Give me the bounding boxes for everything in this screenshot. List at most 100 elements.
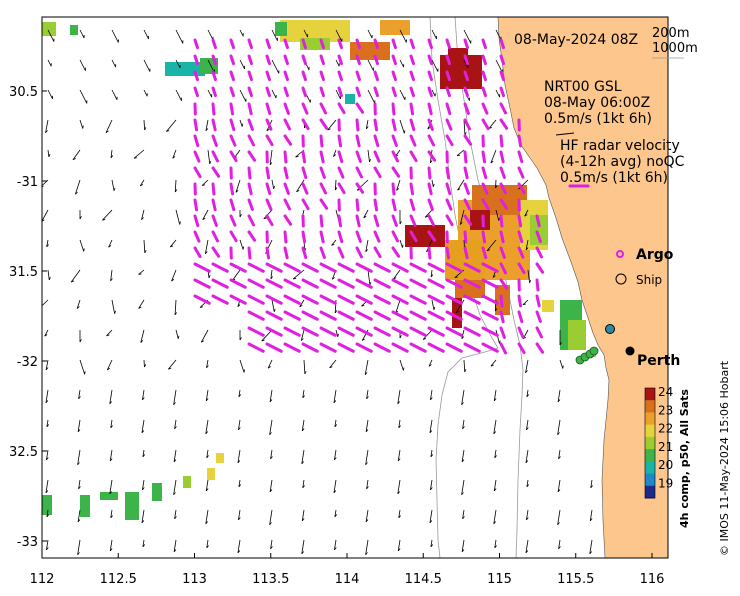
colorbar-swatch: [645, 474, 655, 487]
hf-arrow: [447, 168, 449, 178]
ship-legend-label: Ship: [636, 273, 662, 287]
hf-arrow: [465, 248, 467, 258]
hf-arrow: [519, 216, 521, 226]
hf-arrow: [303, 152, 305, 162]
hf-arrow: [429, 248, 430, 258]
hf-arrow: [537, 280, 538, 290]
hf-arrow: [519, 136, 521, 146]
gsl-title: NRT00 GSL: [544, 79, 622, 95]
perth-label: Perth: [637, 353, 680, 369]
hf-arrow: [393, 200, 395, 210]
hf-arrow: [357, 200, 358, 210]
lon-tick-label: 112: [30, 572, 55, 587]
lon-tick-label: 116: [640, 572, 665, 587]
hf-arrow: [483, 232, 485, 242]
hf-arrow: [285, 168, 287, 178]
lat-tick-label: -33: [17, 535, 38, 550]
hf-arrow: [321, 232, 323, 242]
colorbar-swatch: [645, 486, 655, 499]
colorbar-tick-label: 23: [658, 403, 673, 417]
hf-arrow: [447, 248, 449, 258]
hf-arrow: [375, 200, 377, 210]
hf-arrow: [519, 296, 521, 306]
hf-arrow: [285, 232, 286, 242]
hf-arrow: [213, 104, 214, 114]
hf-arrow: [249, 184, 251, 194]
hf-arrow: [465, 168, 467, 178]
hf-arrow: [231, 104, 233, 114]
lon-tick-label: 113: [182, 572, 207, 587]
hf-arrow: [249, 104, 251, 114]
colorbar-swatch: [645, 412, 655, 425]
hf-arrow: [231, 184, 233, 194]
hf-arrow: [537, 296, 539, 306]
hf-arrow: [321, 216, 322, 226]
credit-label: © IMOS 11-May-2024 15:06 Hobart: [718, 360, 731, 556]
hf-arrow: [339, 216, 341, 226]
hf-arrow: [411, 104, 413, 114]
hf-arrow: [267, 248, 269, 258]
contour-1000-label: 1000m: [652, 41, 698, 56]
hf-arrow: [501, 312, 503, 322]
lon-tick-label: 112.5: [100, 572, 137, 587]
lat-tick-label: 32.5: [9, 445, 38, 460]
colorbar-swatch: [645, 425, 655, 438]
hf-arrow: [465, 232, 466, 242]
hf-sub: (4-12h avg) noQC: [560, 154, 685, 170]
hf-arrow: [429, 104, 431, 114]
date-label: 08-May-2024 08Z: [514, 32, 638, 48]
hf-title: HF radar velocity: [560, 138, 680, 154]
hf-arrow: [483, 152, 485, 162]
hf-arrow: [213, 184, 214, 194]
argo-float-marker: [606, 325, 615, 334]
lon-tick-label: 113.5: [252, 572, 289, 587]
hf-arrow: [393, 104, 394, 114]
colorbar-swatch: [645, 388, 655, 401]
gsl-scale: 0.5m/s (1kt 6h): [544, 111, 652, 127]
contour-200-label: 200m: [652, 26, 689, 41]
hf-arrow: [195, 120, 197, 130]
colorbar-tick-label: 21: [658, 440, 673, 454]
hf-arrow: [339, 136, 341, 146]
hf-arrow: [537, 216, 539, 226]
hf-arrow: [393, 184, 394, 194]
colorbar-tick-label: 20: [658, 458, 673, 472]
lat-tick-label: 30.5: [9, 85, 38, 100]
hf-arrow: [411, 184, 413, 194]
argo-legend-label: Argo: [636, 247, 674, 263]
hf-arrow: [267, 168, 269, 178]
hf-arrow: [285, 152, 286, 162]
hf-arrow: [357, 136, 359, 146]
hf-arrow: [501, 296, 502, 306]
hf-arrow: [213, 200, 215, 210]
colorbar-tick-label: 22: [658, 422, 673, 436]
hf-arrow: [501, 232, 503, 242]
colorbar-swatch: [645, 400, 655, 413]
hf-arrow: [393, 120, 395, 130]
hf-arrow: [429, 168, 430, 178]
hf-arrow: [357, 216, 359, 226]
colorbar-tick-label: 24: [658, 385, 673, 399]
colorbar-swatch: [645, 437, 655, 450]
hf-arrow: [213, 120, 215, 130]
hf-arrow: [321, 152, 323, 162]
hf-arrow: [357, 120, 358, 130]
hf-scale: 0.5m/s (1kt 6h): [560, 170, 668, 186]
hf-arrow: [195, 200, 197, 210]
lat-tick-label: 31.5: [9, 265, 38, 280]
lon-tick-label: 115.5: [557, 572, 594, 587]
lon-tick-label: 114: [335, 572, 360, 587]
hf-arrow: [285, 248, 287, 258]
lon-tick-label: 114.5: [405, 572, 442, 587]
colorbar-tick-label: 19: [658, 477, 673, 491]
lon-tick-label: 115: [487, 572, 512, 587]
hf-arrow: [429, 184, 431, 194]
gsl-time: 08-May 06:00Z: [544, 95, 650, 111]
hf-arrow: [321, 136, 322, 146]
hf-arrow: [501, 152, 503, 162]
hf-arrow: [249, 168, 250, 178]
colorbar-swatch: [645, 449, 655, 462]
hf-arrow: [303, 232, 305, 242]
